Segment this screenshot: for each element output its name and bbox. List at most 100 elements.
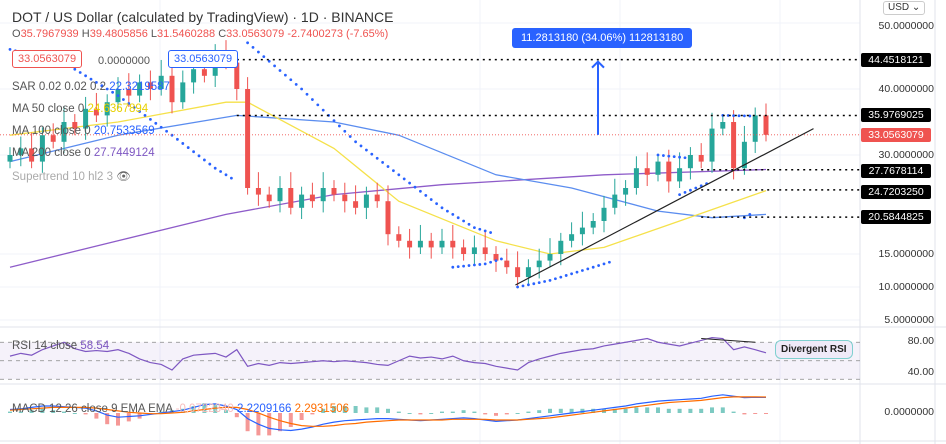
candle xyxy=(342,194,348,202)
candle xyxy=(763,115,769,135)
macd-histogram-bar xyxy=(580,408,585,413)
macd-histogram-bar xyxy=(396,411,401,413)
sar-dot xyxy=(267,59,271,63)
sar-dot xyxy=(138,110,142,113)
macd-histogram-bar xyxy=(720,407,725,413)
sar-dot xyxy=(521,284,525,288)
macd-histogram-bar xyxy=(364,407,369,413)
sar-dot xyxy=(446,209,449,213)
sar-dot xyxy=(105,87,109,91)
macd-histogram-bar xyxy=(753,413,758,414)
sar-dot xyxy=(575,270,579,274)
macd-histogram-bar xyxy=(677,408,682,413)
sar-dot xyxy=(154,121,158,125)
sar-dot xyxy=(473,226,476,230)
candle xyxy=(623,188,629,195)
sar-dot xyxy=(186,146,190,149)
sar-dot xyxy=(95,81,98,84)
sar-dot xyxy=(570,272,573,276)
sar-dot xyxy=(294,82,298,86)
candle xyxy=(417,240,423,248)
sar-dot xyxy=(8,48,12,51)
sar-dot xyxy=(89,77,93,81)
sar-dot xyxy=(467,222,471,226)
indicator-sar[interactable]: SAR 0.02 0.02 0.2 22.3219587 xyxy=(12,81,170,93)
sar-dot xyxy=(527,283,530,287)
indicator-supertrend[interactable]: Supertrend 10 hl2 3 👁︎ xyxy=(12,171,131,183)
level-tag: 35.9769025 xyxy=(861,108,931,122)
candle xyxy=(104,102,110,116)
sar-dot xyxy=(197,154,201,158)
sar-dot xyxy=(413,185,417,189)
sar-dot xyxy=(656,153,660,157)
macd-histogram-bar xyxy=(180,408,185,413)
level-tag: 20.5844825 xyxy=(861,210,931,224)
chart-title: DOT / US Dollar (calculated by TradingVi… xyxy=(12,9,394,25)
candle xyxy=(450,240,456,248)
macd-histogram-bar xyxy=(321,408,326,413)
candle xyxy=(7,155,13,162)
macd-histogram-bar xyxy=(224,410,228,413)
sar-dot xyxy=(203,158,206,162)
indicator-ma50[interactable]: MA 50 close 0 24.6367894 xyxy=(12,103,149,115)
rsi-legend[interactable]: RSI 14 close 58.54 xyxy=(12,340,110,352)
arrow-up-icon xyxy=(591,60,605,69)
sar-dot xyxy=(359,144,363,148)
eye-hidden-icon[interactable]: 👁︎ xyxy=(116,171,131,183)
sar-dot xyxy=(343,129,347,133)
candle xyxy=(61,122,67,142)
candle xyxy=(558,240,564,254)
axis-tick: 30.0000000 xyxy=(878,149,934,161)
measure-label: 11.2813180 (34.06%) 112813180 xyxy=(512,28,693,48)
macd-histogram-bar xyxy=(116,413,120,426)
sar-dot xyxy=(289,78,293,82)
macd-histogram-bar xyxy=(51,410,56,413)
sar-dot xyxy=(435,202,438,206)
candle xyxy=(169,75,175,103)
macd-histogram-bar xyxy=(40,408,45,413)
sar-dot xyxy=(662,154,665,157)
candle xyxy=(39,135,45,162)
currency-dropdown[interactable]: USD ⌄ xyxy=(883,1,926,15)
sar-dot xyxy=(597,264,600,267)
candle xyxy=(147,82,153,89)
sar-dot xyxy=(478,263,482,266)
current-price-tag: 33.0563079 xyxy=(861,128,931,142)
sar-dot xyxy=(127,102,131,105)
candle xyxy=(245,89,251,188)
candle xyxy=(72,122,78,129)
sar-dot xyxy=(451,213,455,216)
macd-legend[interactable]: MACD 12 26 close 9 EMA EMA -0.0722340 2.… xyxy=(12,403,349,415)
sar-dot xyxy=(176,137,179,141)
sar-dot xyxy=(456,265,460,269)
rsi-line xyxy=(9,337,767,371)
sell-button[interactable]: 33.0563079 xyxy=(12,50,83,68)
candle xyxy=(201,69,207,76)
candle xyxy=(137,82,143,96)
sar-dot xyxy=(300,87,303,91)
sar-dot xyxy=(392,169,395,173)
macd-histogram-bar xyxy=(342,406,347,413)
indicator-ma200[interactable]: MA 200 close 0 27.7449124 xyxy=(12,147,155,159)
candle xyxy=(126,89,132,96)
candle xyxy=(396,234,402,241)
sar-dot xyxy=(732,114,735,118)
sar-dot xyxy=(251,46,255,49)
candle xyxy=(320,188,326,202)
sar-dot xyxy=(683,156,687,160)
macd-histogram-bar xyxy=(83,413,88,415)
candle xyxy=(29,148,35,162)
sar-dot xyxy=(132,106,136,109)
divergent-rsi-callout: Divergent RSI xyxy=(775,340,853,359)
sar-dot xyxy=(429,198,433,201)
sar-dot xyxy=(678,155,681,159)
macd-histogram-bar xyxy=(515,413,520,414)
indicator-ma100[interactable]: MA 100 close 0 20.7533569 xyxy=(12,125,155,137)
buy-button[interactable]: 33.0563079 xyxy=(168,50,239,68)
candle xyxy=(720,122,726,129)
macd-histogram-bar xyxy=(105,413,110,425)
candle xyxy=(50,135,56,142)
macd-histogram-bar xyxy=(18,411,23,413)
macd-histogram-bar xyxy=(353,406,358,413)
